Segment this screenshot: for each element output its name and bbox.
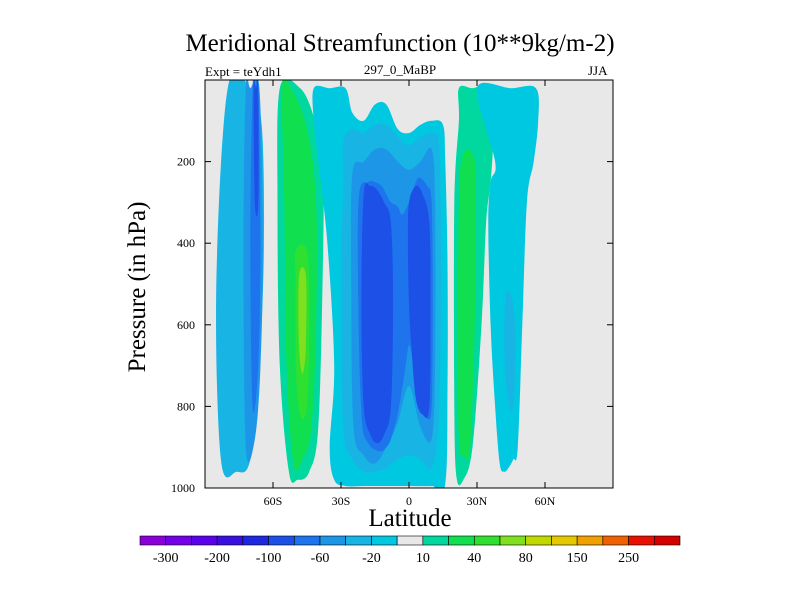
y-tick-label: 1000 <box>171 481 195 495</box>
colorbar-box <box>602 535 629 546</box>
colorbar-label: 80 <box>519 551 533 566</box>
colorbar-box <box>448 535 475 546</box>
colorbar-box <box>165 535 192 546</box>
colorbar-box <box>319 535 347 546</box>
contour-cell-d-l2 <box>457 149 476 461</box>
contour-cell-c-l5-s <box>361 182 394 444</box>
colorbar-box <box>576 535 604 546</box>
colorbar-label: 40 <box>467 551 481 566</box>
x-tick-label: 60N <box>535 494 556 508</box>
colorbar-box <box>242 535 269 546</box>
colorbar-label: -300 <box>153 551 179 566</box>
colorbar-box <box>139 535 167 546</box>
x-tick-label: 0 <box>406 494 412 508</box>
contour-cell-c-l5-n <box>407 185 431 418</box>
colorbar-label: -20 <box>362 551 381 566</box>
colorbar-label: -100 <box>256 551 282 566</box>
contour-cell-b-l4 <box>298 267 307 374</box>
y-tick-label: 200 <box>177 155 195 169</box>
y-tick-label: 400 <box>177 236 195 250</box>
contour-fill-layer <box>216 80 539 488</box>
colorbar-box <box>525 535 552 546</box>
colorbar-box <box>216 535 244 546</box>
colorbar-label: 150 <box>567 551 588 566</box>
colorbar-label: 10 <box>416 551 430 566</box>
colorbar-box <box>551 535 578 546</box>
experiment-label: Expt = teYdh1 <box>205 64 282 79</box>
colorbar-label: 250 <box>618 551 639 566</box>
contour-cell-e-l1 <box>476 82 539 472</box>
colorbar-box <box>268 535 295 546</box>
x-tick-label: 30S <box>332 494 351 508</box>
colorbar-box <box>293 535 321 546</box>
x-tick-label: 30N <box>467 494 488 508</box>
contour-cell-a-l4 <box>253 80 259 217</box>
colorbar-label: -200 <box>204 551 230 566</box>
colorbar-box <box>653 535 681 546</box>
colorbar-label: -60 <box>311 551 330 566</box>
colorbar: -300 -200 -100 -60 -20 10 40 80 150 250 <box>139 535 681 566</box>
colorbar-box <box>499 535 527 546</box>
colorbar-box <box>371 535 398 546</box>
colorbar-box <box>396 535 424 546</box>
chart-subtitle: 297_0_MaBP <box>363 62 437 77</box>
colorbar-box <box>191 535 218 546</box>
x-tick-label: 60S <box>264 494 283 508</box>
y-tick-label: 600 <box>177 318 195 332</box>
colorbar-box <box>473 535 501 546</box>
y-tick-label: 800 <box>177 399 195 413</box>
x-axis-label: Latitude <box>368 505 452 532</box>
chart-title: Meridional Streamfunction (10**9kg/m-2) <box>185 30 615 57</box>
colorbar-box <box>628 535 655 546</box>
contour-cell-e-l2 <box>504 289 516 411</box>
colorbar-box <box>345 535 372 546</box>
axis-layer: 60S 30S 0 30N 60N 200 400 600 800 1000 <box>171 80 613 508</box>
colorbar-box <box>422 535 449 546</box>
season-label: JJA <box>588 63 608 78</box>
